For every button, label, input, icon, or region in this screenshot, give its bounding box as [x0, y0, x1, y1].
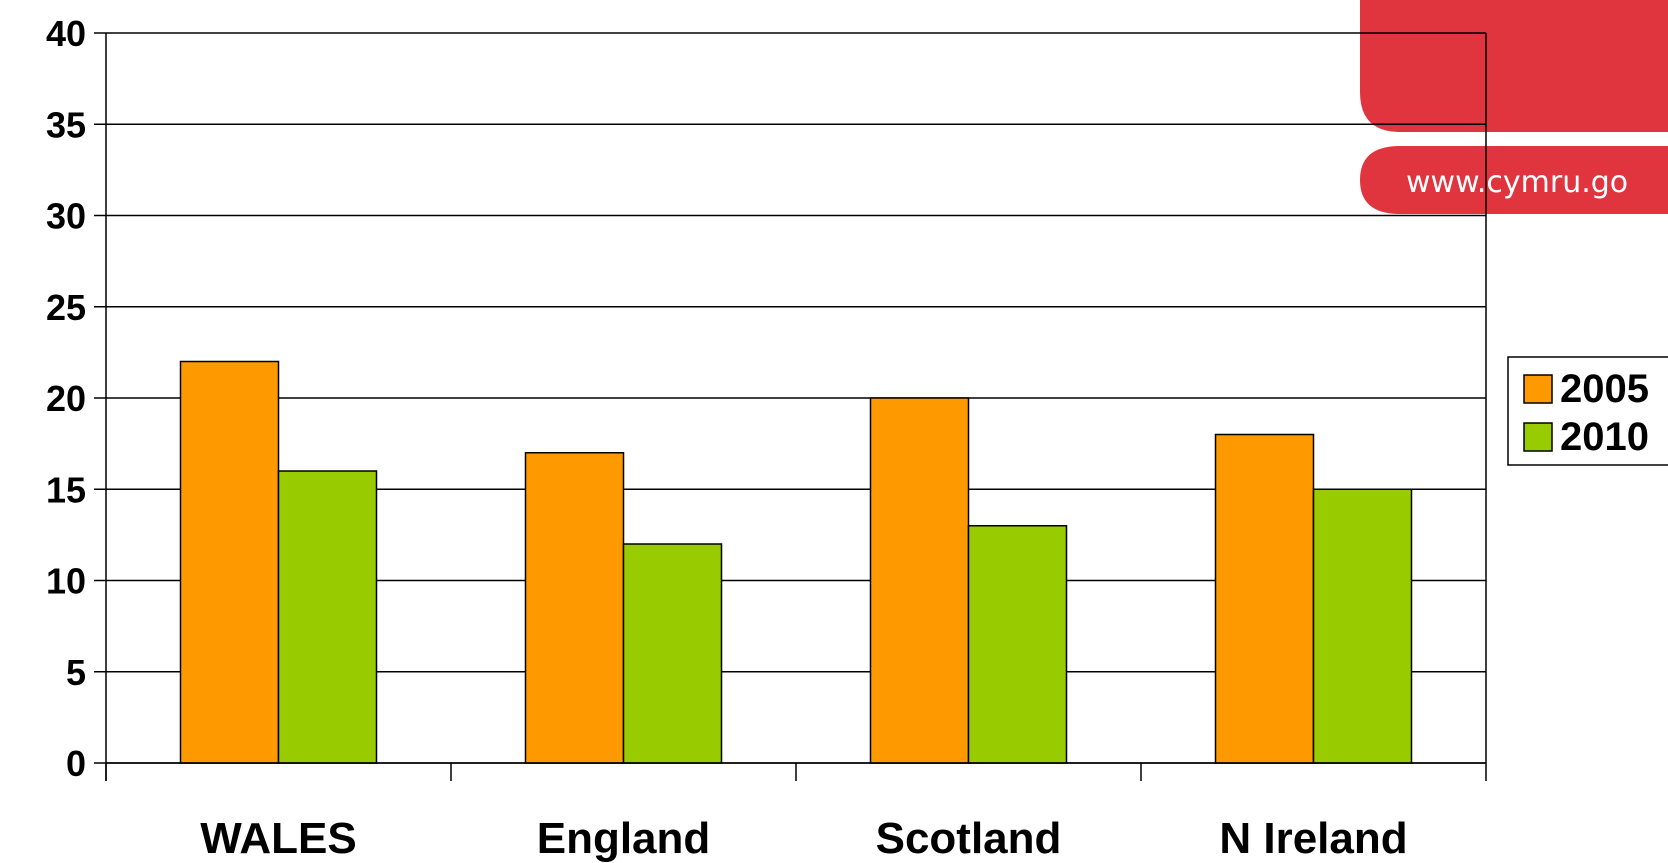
legend-label-2010: 2010 [1560, 415, 1649, 459]
x-tick-label: England [537, 814, 711, 863]
legend-label-2005: 2005 [1560, 367, 1649, 411]
y-tick-label: 20 [46, 378, 86, 419]
y-tick-label: 25 [46, 287, 86, 328]
brand-banner: www.cymru.go [1360, 0, 1668, 214]
brand-url-text: www.cymru.go [1406, 165, 1628, 200]
bar-2005-wales [179, 360, 280, 764]
bars [179, 360, 1413, 764]
bar-2005-england [524, 452, 625, 764]
x-tick-label: Scotland [876, 814, 1062, 863]
x-tick-label: WALES [200, 814, 356, 863]
bar-2005-n-ireland [1214, 433, 1315, 764]
legend-swatch-2005 [1523, 374, 1553, 404]
bar-2005-scotland [869, 397, 970, 764]
x-tick-label: N Ireland [1219, 814, 1407, 863]
brand-url-bar [1360, 146, 1668, 214]
bar-2010-wales [277, 470, 378, 764]
y-tick-label: 0 [66, 743, 86, 784]
bar-2010-scotland [967, 525, 1068, 764]
y-axis-ticks: 0 5 10 15 20 25 30 35 40 [46, 13, 106, 784]
legend-swatch-2010 [1523, 422, 1553, 452]
y-tick-label: 15 [46, 469, 86, 510]
y-tick-label: 5 [66, 652, 86, 693]
bar-2010-england [622, 543, 723, 764]
y-tick-label: 40 [46, 13, 86, 54]
brand-logo-block [1360, 0, 1668, 132]
x-axis-labels: WALES England Scotland N Ireland [200, 814, 1407, 863]
y-tick-label: 10 [46, 561, 86, 602]
bar-2010-n-ireland [1312, 488, 1413, 764]
y-tick-label: 35 [46, 104, 86, 145]
axes [105, 33, 1487, 781]
y-tick-label: 30 [46, 196, 86, 237]
